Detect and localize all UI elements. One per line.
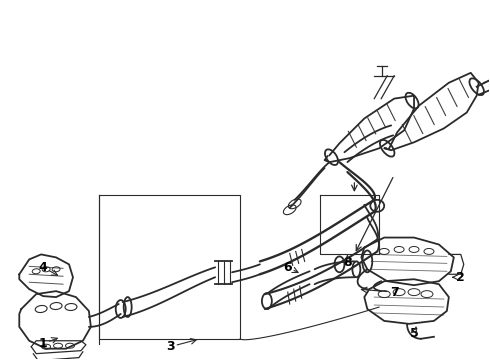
Text: 4: 4 bbox=[39, 261, 48, 274]
Text: 5: 5 bbox=[410, 327, 418, 340]
Text: 7: 7 bbox=[390, 285, 398, 299]
Text: 8: 8 bbox=[343, 256, 352, 269]
Text: 3: 3 bbox=[166, 340, 175, 353]
Text: 6: 6 bbox=[283, 261, 292, 274]
Text: 1: 1 bbox=[39, 337, 48, 350]
Text: 2: 2 bbox=[456, 271, 465, 284]
